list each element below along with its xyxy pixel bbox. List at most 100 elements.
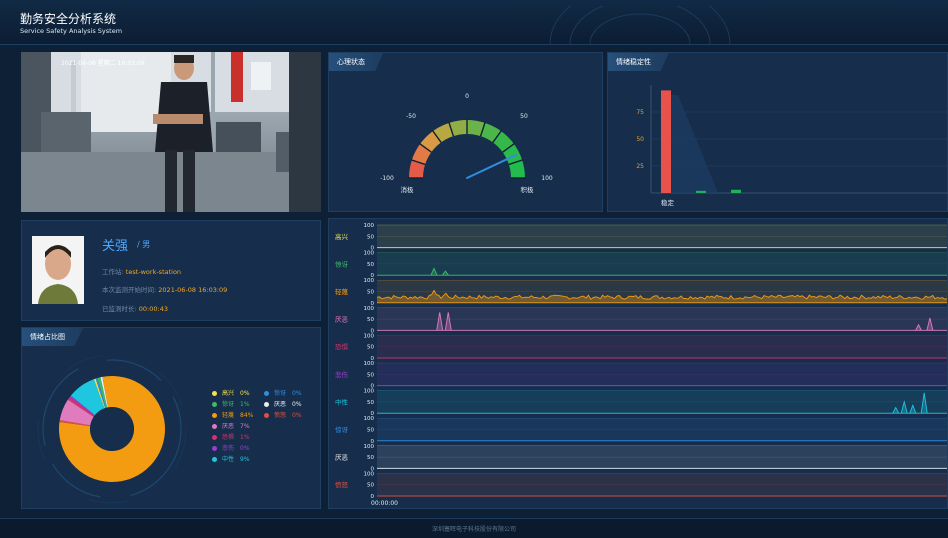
strip-scale-label: 100 — [364, 333, 375, 339]
donut-slice — [69, 395, 95, 416]
duration-row: 已监测时长: 00:00:43 — [102, 303, 168, 313]
camera-video-feed[interactable]: 2021-06-08 星期二 16:03:09 — [21, 52, 321, 212]
person-name: 关强 — [102, 239, 129, 254]
gauge-negative-label: 消极 — [401, 185, 415, 194]
strip-spike — [920, 392, 928, 414]
legend-percent: 1% — [240, 401, 250, 408]
gauge-needle — [466, 154, 517, 179]
strip-label: 高兴 — [335, 232, 349, 241]
gauge-tick — [502, 142, 516, 153]
legend-item[interactable]: 悲伤 0% — [212, 443, 250, 452]
legend-item[interactable]: 轻蔑 84% — [212, 410, 253, 419]
header-decoration — [549, 6, 731, 44]
duration-label: 已监测时长: — [102, 305, 137, 313]
legend-label: 厌恶 — [274, 401, 287, 408]
strip-band — [377, 445, 947, 469]
legend-item[interactable]: 恐惧 1% — [212, 432, 250, 441]
strip-scale-label: 100 — [364, 361, 375, 367]
station-value: test-work-station — [125, 268, 182, 276]
gauge-segment — [467, 120, 485, 137]
gauge-tick — [418, 142, 432, 153]
duration-value: 00:00:43 — [138, 305, 168, 313]
legend-percent: 7% — [240, 423, 250, 430]
strip-band — [377, 335, 947, 358]
strip-scale-label: 100 — [364, 223, 375, 229]
legend-swatch — [212, 391, 217, 396]
legend-item[interactable]: 中性 9% — [212, 454, 250, 463]
strip-scale-label: 0 — [371, 466, 375, 472]
legend-item[interactable]: 惊讶 0% — [264, 388, 302, 397]
strip-scale-label: 50 — [367, 483, 374, 489]
strip-scale-label: 0 — [371, 301, 375, 307]
person-gender: / 男 — [137, 240, 151, 249]
gauge-tick — [431, 129, 442, 143]
legend-item[interactable]: 高兴 0% — [212, 388, 250, 397]
legend-swatch — [212, 435, 217, 440]
legend-percent: 9% — [240, 456, 250, 463]
panel-title: 情绪稳定性 — [608, 53, 669, 71]
strip-scale-label: 0 — [371, 356, 375, 362]
strip-scale-label: 50 — [367, 234, 374, 240]
strip-label: 中性 — [335, 397, 349, 406]
gauge-tick — [508, 159, 524, 166]
strip-label: 惊讶 — [335, 425, 349, 434]
donut-slice — [59, 399, 94, 426]
strip-spike — [436, 312, 444, 331]
strip-label: 惊讶 — [335, 259, 349, 268]
strip-scale-label: 0 — [371, 246, 375, 252]
strip-spike — [915, 323, 922, 331]
strip-band — [377, 363, 947, 386]
strip-label: 厌恶 — [335, 316, 349, 324]
strip-scale-label: 0 — [371, 384, 375, 390]
donut-slice — [95, 378, 106, 409]
video-scene — [21, 52, 321, 212]
legend-item[interactable]: 厌恶 0% — [264, 399, 302, 408]
legend-percent: 0% — [240, 445, 250, 452]
psych-state-panel: 心理状态 0 -50 50 -100 100 消极 积极 — [328, 52, 603, 212]
strip-label: 恐惧 — [335, 342, 349, 351]
strip-band — [377, 390, 947, 414]
strip-line — [376, 289, 948, 300]
donut-slice — [67, 397, 95, 417]
legend-label: 惊讶 — [274, 390, 287, 397]
start-time-row: 本次监测开始时间: 2021-06-08 16:03:09 — [102, 284, 227, 294]
panel-title: 情绪占比图 — [22, 328, 83, 346]
legend-item[interactable]: 愤怒 0% — [264, 410, 302, 419]
emotion-timeline-chart: 高兴 100 50 0 惊讶 100 50 0 轻蔑 100 50 0 厌恶 100 50 0 恐惧 100 50 0… — [335, 223, 948, 507]
stability-bar — [731, 189, 741, 193]
strip-spike — [900, 400, 908, 414]
legend-item[interactable]: 惊讶 1% — [212, 399, 250, 408]
legend-label: 轻蔑 — [222, 412, 235, 419]
legend-swatch — [212, 457, 217, 462]
strip-scale-label: 100 — [364, 278, 375, 284]
strip-scale-label: 100 — [364, 389, 375, 395]
strip-scale-label: 100 — [364, 251, 375, 257]
strip-scale-label: 0 — [371, 439, 375, 445]
emotion-stability-panel: 情绪稳定性 75 50 25 稳定 — [607, 52, 948, 212]
y-tick-label: 75 — [636, 109, 644, 116]
strip-spike — [892, 406, 900, 414]
station-label: 工作站: — [102, 268, 124, 276]
bar-shadow — [671, 95, 718, 193]
strip-scale-label: 50 — [367, 345, 374, 351]
stability-bar — [696, 190, 706, 193]
footer: 深圳塞晖电子科技股份有限公司 — [0, 518, 948, 538]
legend-percent: 0% — [292, 412, 302, 419]
donut-outer-ring — [42, 359, 182, 499]
gauge-tick — [492, 129, 503, 143]
y-tick-label: 50 — [636, 136, 644, 143]
panel-title: 心理状态 — [329, 53, 383, 71]
donut-slice — [59, 420, 91, 427]
gauge-positive-label: 积极 — [521, 185, 535, 194]
strip-scale-label: 50 — [367, 455, 374, 461]
strip-scale-label: 100 — [364, 306, 375, 312]
footer-copyright: 深圳塞晖电子科技股份有限公司 — [431, 526, 516, 533]
strip-scale-label: 50 — [367, 372, 374, 378]
legend-item[interactable]: 厌恶 7% — [212, 421, 250, 430]
strip-scale-label: 100 — [364, 444, 375, 450]
emotion-donut-chart — [37, 354, 187, 504]
y-tick-label: 25 — [636, 163, 644, 170]
legend-swatch — [264, 391, 269, 396]
strip-label: 厌恶 — [335, 454, 349, 462]
strip-scale-label: 0 — [371, 411, 375, 417]
